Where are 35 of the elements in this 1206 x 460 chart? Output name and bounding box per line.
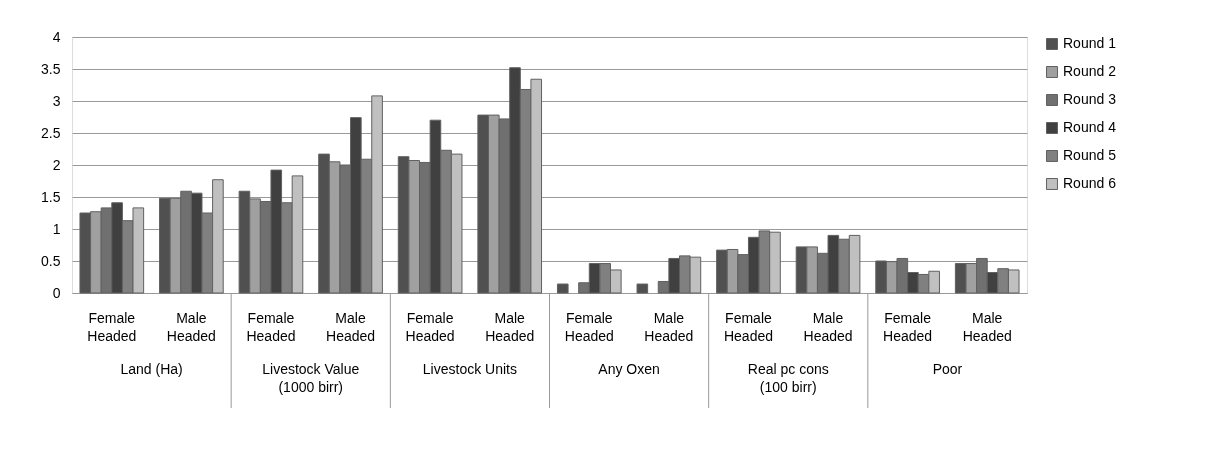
y-tick-label: 0 (52, 284, 61, 301)
text: Livestock Value (1000 birr) (262, 361, 360, 395)
x-tick-label: Female Headed (564, 309, 614, 344)
text: Real pc cons (100 birr) (747, 361, 829, 395)
legend-label: Round 3 (1063, 91, 1117, 107)
y-tick-label: 1 (52, 220, 61, 237)
y-tick-label: 4 (52, 28, 61, 45)
text: Land (Ha) (120, 361, 183, 377)
legend-label: Round 6 (1063, 175, 1117, 191)
text: Livestock Units (422, 361, 517, 377)
y-tick-label: 2 (52, 156, 61, 173)
y-tick-label: 0.5 (41, 252, 61, 269)
x-tick-label: Female Headed (883, 309, 933, 344)
y-tick-label: 3.5 (41, 60, 61, 77)
legend-label: Round 1 (1063, 35, 1117, 51)
legend-label: Round 2 (1063, 63, 1117, 79)
x-tick-label: Female Headed (246, 309, 296, 344)
x-tick-label: Male Headed (326, 309, 376, 344)
text: Poor (932, 361, 963, 377)
x-tick-label: Male Headed (166, 309, 216, 344)
y-tick-label: 2.5 (41, 124, 61, 141)
x-tick-label: Male Headed (803, 309, 853, 344)
x-tick-label: Male Headed (644, 309, 694, 344)
x-tick-label: Male Headed (485, 309, 535, 344)
bar (556, 283, 569, 294)
x-tick-label: Female Headed (723, 309, 773, 344)
x-tick-label: Male Headed (962, 309, 1012, 344)
y-tick-label: 3 (52, 92, 61, 109)
x-tick-label: Female Headed (87, 309, 137, 344)
bar (636, 283, 649, 294)
legend-label: Round 4 (1063, 119, 1117, 135)
legend-label: Round 5 (1063, 147, 1117, 163)
y-tick-label: 1.5 (41, 188, 61, 205)
x-tick-label: Female Headed (405, 309, 455, 344)
text: Any Oxen (598, 361, 660, 377)
